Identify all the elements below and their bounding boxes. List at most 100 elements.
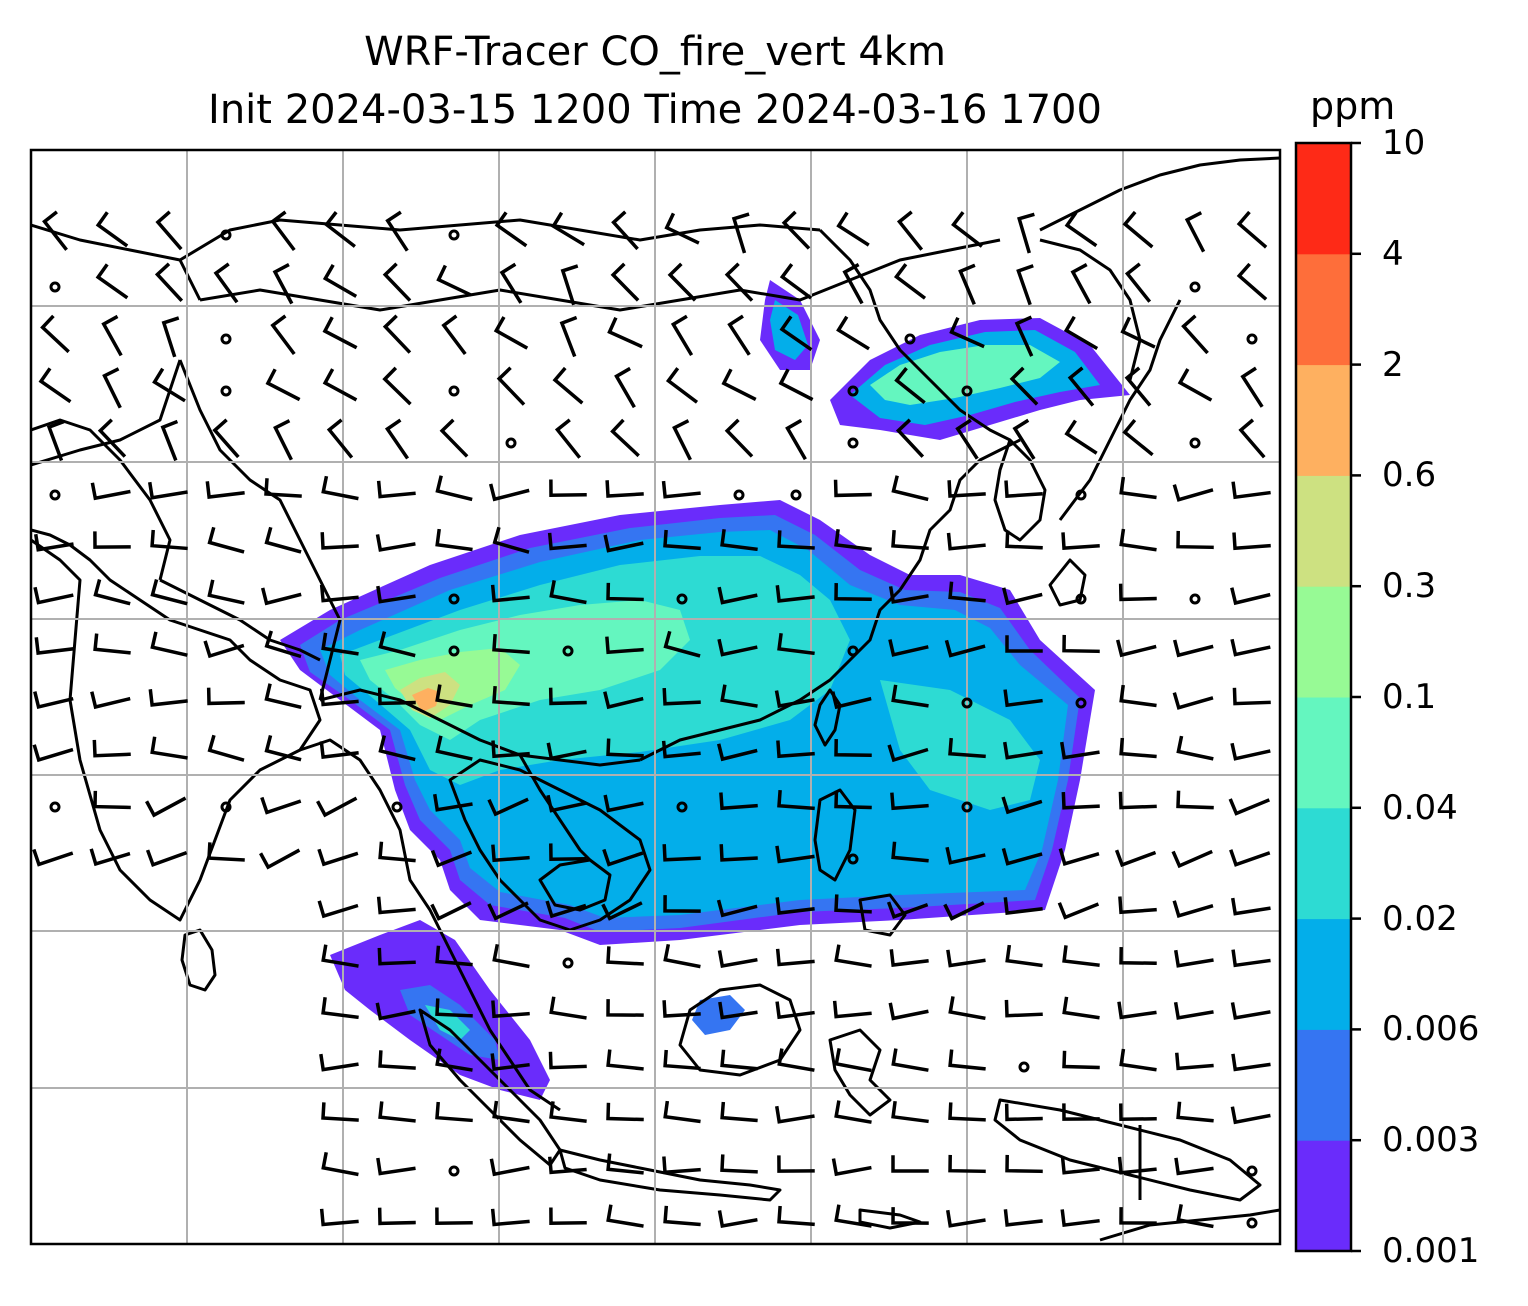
wind-barb bbox=[1062, 634, 1100, 654]
wind-barb bbox=[260, 587, 302, 606]
wind-barb bbox=[777, 1155, 815, 1173]
wind-barb bbox=[777, 633, 815, 656]
calm-wind-marker bbox=[1189, 437, 1201, 449]
wind-barb bbox=[435, 945, 473, 967]
wind-barb bbox=[1124, 366, 1152, 407]
wind-barb bbox=[610, 262, 640, 302]
wind-barb bbox=[1118, 896, 1157, 915]
plume-north-inner bbox=[770, 300, 808, 360]
border-himalaya bbox=[159, 578, 321, 662]
wind-barb bbox=[720, 529, 758, 552]
wind-barb bbox=[435, 998, 473, 1018]
wind-barb bbox=[207, 734, 245, 762]
wind-barb bbox=[488, 483, 530, 502]
colorbar-segment bbox=[1296, 143, 1351, 255]
plume-east-teal bbox=[880, 680, 1040, 810]
wind-barb bbox=[378, 735, 416, 762]
wind-barb bbox=[489, 1158, 530, 1177]
wind-barb bbox=[834, 739, 872, 757]
wind-barb bbox=[661, 480, 701, 499]
chart-title-line1: WRF-Tracer CO_fire_vert 4km bbox=[364, 29, 946, 75]
wind-barb bbox=[1119, 684, 1157, 708]
wind-barb bbox=[550, 211, 586, 247]
wind-barb bbox=[102, 367, 122, 409]
colorbar-tick-label: 0.3 bbox=[1382, 566, 1437, 607]
wind-barb bbox=[606, 582, 644, 602]
wind-barb bbox=[611, 210, 639, 251]
wind-barb bbox=[778, 368, 814, 402]
coast-java bbox=[558, 1148, 782, 1202]
colorbar-segment bbox=[1296, 1140, 1351, 1252]
coast-korea bbox=[993, 438, 1047, 542]
wind-barb bbox=[716, 743, 758, 762]
coast-okhotsk bbox=[1039, 238, 1142, 381]
coast-gulf-thailand bbox=[538, 858, 612, 912]
wind-barb bbox=[1175, 1052, 1214, 1071]
wind-barb bbox=[382, 366, 412, 406]
colorbar-tick-label: 0.02 bbox=[1382, 898, 1458, 939]
wind-barb bbox=[777, 530, 815, 550]
wind-barb bbox=[717, 950, 758, 969]
calm-wind-marker bbox=[49, 281, 61, 293]
wind-barb bbox=[1060, 1156, 1100, 1175]
wind-barb bbox=[378, 1050, 416, 1070]
wind-barb bbox=[1003, 1209, 1043, 1227]
wind-barb bbox=[717, 586, 758, 605]
wind-barb bbox=[1064, 419, 1098, 455]
wind-barb bbox=[549, 1101, 587, 1123]
wind-barb bbox=[549, 843, 587, 861]
wind-barb bbox=[958, 263, 976, 305]
calm-wind-marker bbox=[562, 645, 574, 657]
wind-barb bbox=[603, 534, 644, 553]
wind-barb bbox=[207, 526, 245, 554]
wind-barb bbox=[1172, 692, 1214, 710]
wind-barb bbox=[435, 528, 473, 552]
wind-barb bbox=[260, 796, 302, 815]
wind-barb bbox=[603, 794, 644, 813]
wind-barb bbox=[672, 419, 692, 461]
wind-barb bbox=[206, 687, 245, 706]
wind-barb bbox=[1009, 366, 1039, 406]
wind-barb bbox=[1005, 530, 1043, 550]
colorbar-segment bbox=[1296, 697, 1351, 809]
wind-barb bbox=[891, 1048, 929, 1072]
wind-barb bbox=[384, 418, 410, 460]
wind-barb bbox=[376, 896, 416, 915]
wind-barb bbox=[1002, 741, 1043, 760]
wind-barb bbox=[1061, 532, 1100, 550]
wind-barb bbox=[894, 367, 926, 405]
border-manchuria bbox=[818, 228, 1011, 442]
wind-barb bbox=[774, 1105, 815, 1124]
wind-barb bbox=[663, 1049, 701, 1071]
wind-barb bbox=[32, 848, 74, 867]
coast-borneo bbox=[678, 983, 802, 1077]
wind-barb bbox=[97, 418, 127, 458]
wind-barb bbox=[546, 742, 587, 761]
wind-barb bbox=[150, 529, 188, 551]
wind-barb bbox=[1070, 263, 1092, 305]
calm-wind-marker bbox=[1246, 1165, 1258, 1177]
wind-barb bbox=[321, 944, 359, 968]
wind-barb bbox=[891, 684, 929, 708]
wind-barb bbox=[663, 943, 701, 969]
wind-barb bbox=[93, 579, 131, 606]
wind-barb bbox=[435, 475, 473, 502]
calm-wind-marker bbox=[220, 333, 232, 345]
wind-barb bbox=[662, 687, 701, 706]
wind-barb bbox=[90, 691, 131, 710]
wind-barb bbox=[378, 841, 416, 863]
wind-barb bbox=[439, 418, 469, 458]
wind-barb bbox=[377, 687, 416, 706]
wind-barb bbox=[1230, 1106, 1271, 1125]
wind-barb bbox=[492, 943, 530, 969]
wind-barb bbox=[490, 1053, 530, 1072]
wind-barb bbox=[33, 586, 74, 605]
wind-barb bbox=[1184, 211, 1206, 253]
coast-philippines-luzon bbox=[813, 788, 857, 882]
calm-wind-marker bbox=[448, 385, 460, 397]
wind-barb bbox=[321, 1102, 359, 1122]
wind-barb bbox=[38, 367, 72, 404]
calm-wind-marker bbox=[1246, 333, 1258, 345]
wind-barb bbox=[610, 418, 640, 458]
wind-barb bbox=[949, 316, 985, 349]
